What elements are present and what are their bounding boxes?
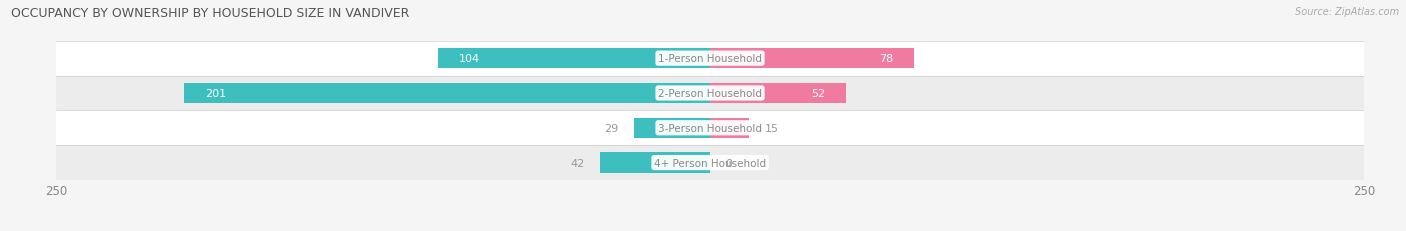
Bar [56,111,1364,146]
Text: 52: 52 [811,88,825,99]
Bar [184,84,710,103]
Text: 15: 15 [765,123,779,133]
Bar [710,118,749,138]
Text: 78: 78 [879,54,893,64]
Text: 201: 201 [205,88,226,99]
Bar [56,146,1364,180]
Bar [600,153,710,173]
Text: 0: 0 [725,158,733,168]
Bar [56,76,1364,111]
Bar [710,84,846,103]
Text: 3-Person Household: 3-Person Household [658,123,762,133]
Bar [439,49,710,69]
Text: OCCUPANCY BY OWNERSHIP BY HOUSEHOLD SIZE IN VANDIVER: OCCUPANCY BY OWNERSHIP BY HOUSEHOLD SIZE… [11,7,409,20]
Bar [710,49,914,69]
Text: Source: ZipAtlas.com: Source: ZipAtlas.com [1295,7,1399,17]
Text: 1-Person Household: 1-Person Household [658,54,762,64]
Text: 4+ Person Household: 4+ Person Household [654,158,766,168]
Text: 29: 29 [605,123,619,133]
Text: 2-Person Household: 2-Person Household [658,88,762,99]
Bar [56,42,1364,76]
Text: 104: 104 [458,54,479,64]
Bar [634,118,710,138]
Text: 42: 42 [571,158,585,168]
